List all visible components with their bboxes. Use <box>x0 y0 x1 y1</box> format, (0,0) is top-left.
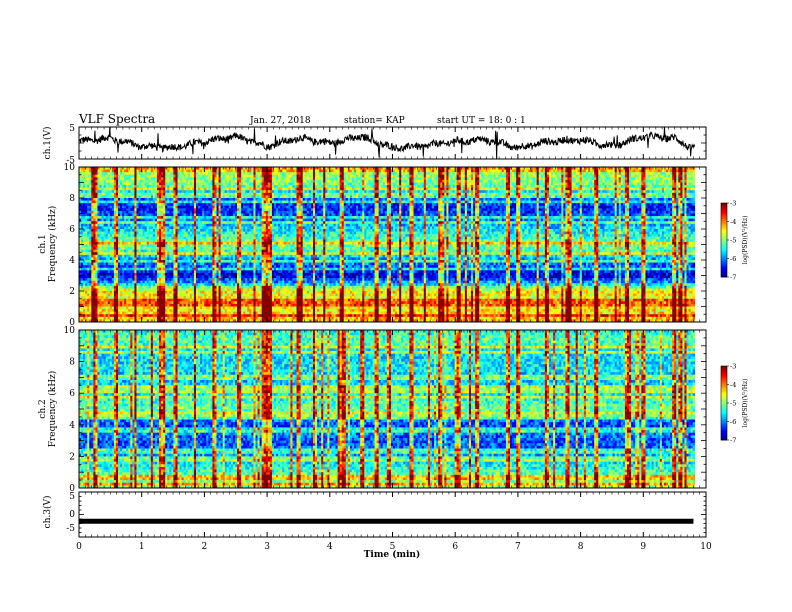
figure-title: VLF Spectra <box>78 112 155 126</box>
station-label: station= KAP <box>344 116 405 126</box>
spectrogram-cell <box>693 175 695 178</box>
start-ut-label: start UT = 18: 0 : 1 <box>437 116 526 126</box>
spectrogram-cell <box>693 188 695 191</box>
spectrogram-cell <box>693 190 695 193</box>
spectrogram-cell <box>693 180 695 183</box>
ch1-ytick-top: 5 <box>69 124 75 134</box>
date-label: Jan. 27, 2018 <box>249 116 311 126</box>
spectrogram-cell <box>693 185 695 188</box>
spectrogram-cell <box>693 177 695 180</box>
spectrogram-cell <box>693 183 695 186</box>
spectrogram-cell <box>693 172 695 175</box>
ch1-waveform-panel: 5 -5 ch.1(V) <box>42 124 706 166</box>
ch1-spectrogram-image <box>79 167 706 322</box>
spectrogram-cell <box>693 170 695 173</box>
ch1-ylabel: ch.1(V) <box>42 127 53 160</box>
